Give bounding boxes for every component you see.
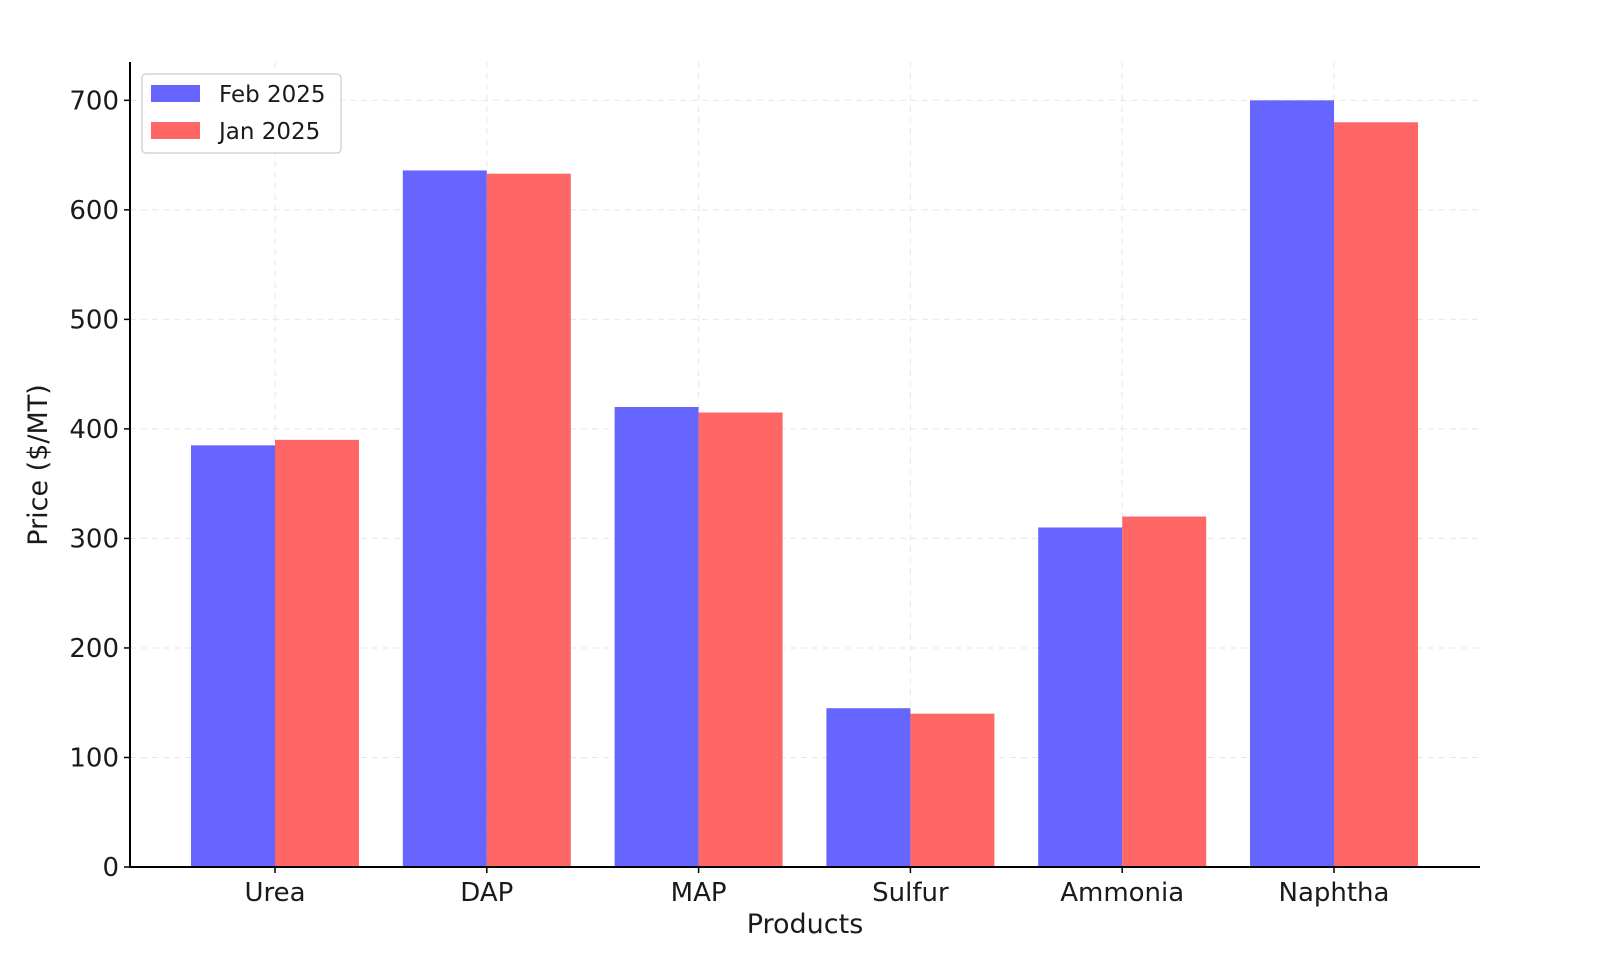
y-tick-label: 600 xyxy=(69,196,119,226)
x-tick-label: MAP xyxy=(671,878,727,908)
y-tick-label: 0 xyxy=(102,853,119,883)
y-axis-title: Price ($/MT) xyxy=(23,384,54,546)
y-tick-label: 100 xyxy=(69,743,119,773)
y-tick-label: 200 xyxy=(69,634,119,664)
y-tick-label: 700 xyxy=(69,86,119,116)
x-ticks: Urea DAP MAP Sulfur Ammonia Naphtha xyxy=(244,867,1389,908)
bar-sulfur-jan-2025 xyxy=(910,713,995,867)
bar-map-feb-2025 xyxy=(614,407,699,867)
legend-label-feb-2025: Feb 2025 xyxy=(219,82,326,108)
bar-ammonia-feb-2025 xyxy=(1038,527,1123,867)
legend-label-jan-2025: Jan 2025 xyxy=(217,119,320,145)
bar-map-jan-2025 xyxy=(698,412,783,867)
y-ticks: 0 100 200 300 400 500 600 700 xyxy=(69,86,130,883)
x-tick-label: Sulfur xyxy=(872,878,949,908)
x-tick-label: Urea xyxy=(244,878,305,908)
bar-naphtha-feb-2025 xyxy=(1250,100,1334,868)
x-axis-title: Products xyxy=(747,909,864,940)
legend: Feb 2025 Jan 2025 xyxy=(141,73,342,154)
x-tick-label: Ammonia xyxy=(1060,878,1184,908)
bars xyxy=(191,100,1418,868)
bar-dap-jan-2025 xyxy=(486,173,571,867)
bar-ammonia-jan-2025 xyxy=(1122,516,1207,867)
x-tick-label: Naphtha xyxy=(1279,878,1390,908)
bar-sulfur-feb-2025 xyxy=(826,708,911,867)
bar-urea-feb-2025 xyxy=(191,445,275,867)
legend-swatch-jan-2025 xyxy=(151,122,200,139)
y-tick-label: 300 xyxy=(69,524,119,554)
y-tick-label: 500 xyxy=(69,305,119,335)
y-tick-label: 400 xyxy=(69,415,119,445)
axes xyxy=(129,62,1480,868)
legend-swatch-feb-2025 xyxy=(151,85,200,102)
bar-urea-jan-2025 xyxy=(275,439,359,867)
bar-dap-feb-2025 xyxy=(402,170,487,867)
bar-naphtha-jan-2025 xyxy=(1334,122,1418,867)
x-tick-label: DAP xyxy=(460,878,513,908)
